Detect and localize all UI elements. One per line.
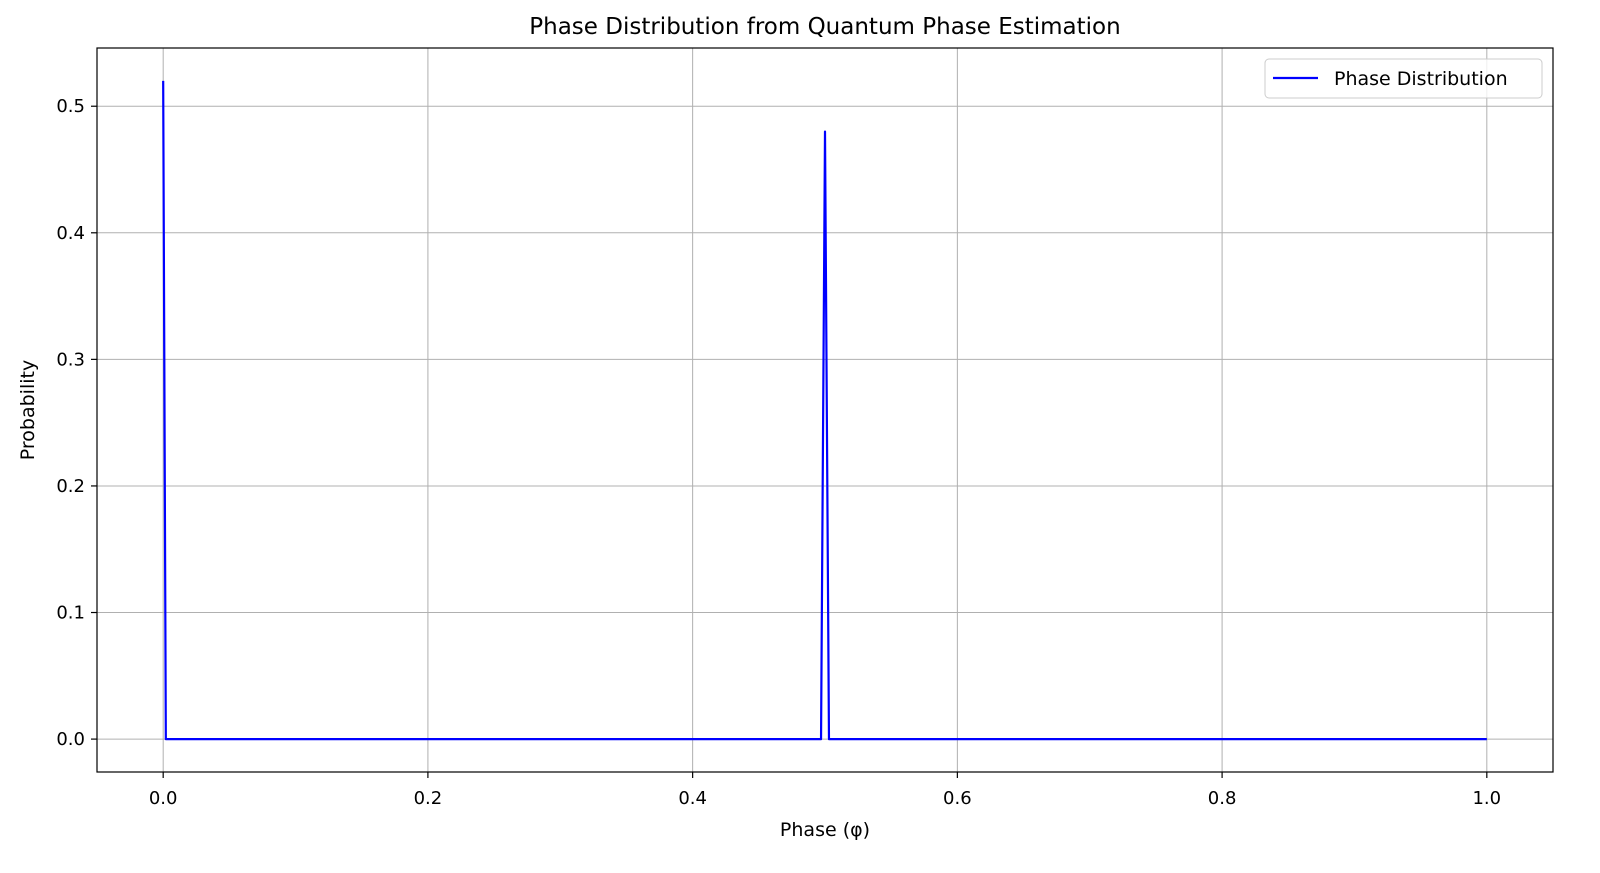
y-tick-label: 0.5 — [56, 96, 85, 117]
y-tick-label: 0.4 — [56, 223, 85, 244]
y-tick-label: 0.0 — [56, 729, 85, 750]
x-tick-label: 0.6 — [943, 788, 972, 809]
ticks: 0.0 0.2 0.4 0.6 0.8 1.0 0.0 0.1 0.2 0.3 0.4 0.5 — [56, 96, 1501, 809]
chart-title: Phase Distribution from Quantum Phase Es… — [529, 14, 1120, 40]
x-tick-label: 0.8 — [1208, 788, 1237, 809]
y-tick-label: 0.3 — [56, 349, 85, 370]
series-line-phase-distribution — [162, 80, 1487, 741]
y-tick-label: 0.1 — [56, 603, 85, 624]
y-axis-title: Probability — [17, 360, 39, 460]
series-layer — [162, 80, 1487, 741]
plot-frame — [96, 47, 1554, 773]
x-tick-label: 0.0 — [149, 788, 178, 809]
y-tick-label: 0.2 — [56, 476, 85, 497]
x-tick-label: 0.2 — [414, 788, 443, 809]
legend-box — [1264, 58, 1543, 99]
x-tick-label: 0.4 — [678, 788, 707, 809]
x-axis-title: Phase (φ) — [780, 819, 870, 841]
x-tick-label: 1.0 — [1472, 788, 1501, 809]
legend: Phase Distribution — [1264, 58, 1543, 99]
legend-label-phase-distribution: Phase Distribution — [1334, 68, 1508, 90]
